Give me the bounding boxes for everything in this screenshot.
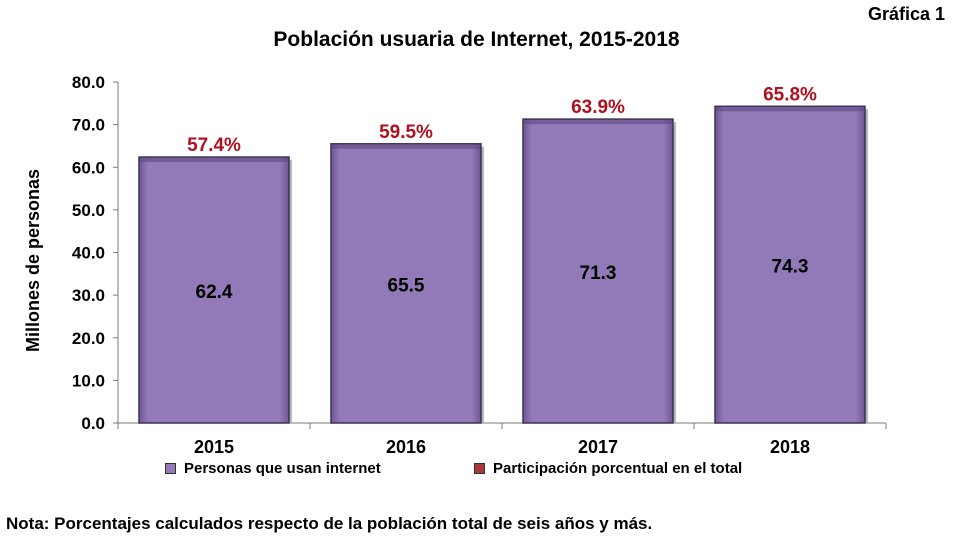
x-tick-label: 2017 [578,437,618,457]
bar-value-label: 74.3 [772,257,809,278]
bar-top-edge [524,120,672,125]
legend-swatch-persons [165,463,176,474]
percent-label: 65.8% [763,84,817,105]
chart-title: Población usuaria de Internet, 2015-2018 [273,28,680,51]
y-axis-title: Millones de personas [23,169,43,352]
y-tick-label: 60.0 [72,158,105,177]
y-tick-label: 10.0 [72,371,105,390]
y-tick-label: 40.0 [72,244,105,263]
y-tick-label: 30.0 [72,286,105,305]
y-tick-label: 0.0 [81,414,105,433]
y-tick-label: 70.0 [72,116,105,135]
data-labels: 62.4 57.4% 2015 65.5 59.5% 2016 71.3 63.9% 2017 7… [187,84,817,457]
bar-value-label: 65.5 [388,275,425,296]
legend-label-persons: Personas que usan internet [184,460,381,477]
legend-item-persons: Personas que usan internet [165,460,381,477]
bar-series [138,105,868,424]
bar-top-edge [332,144,480,149]
legend-item-percentage: Participación porcentual en el total [474,460,742,477]
percent-label: 63.9% [571,97,625,118]
x-tick-label: 2018 [770,437,810,457]
y-tick-label: 50.0 [72,201,105,220]
bar-top-edge [140,158,288,163]
bar-value-label: 62.4 [196,282,233,303]
legend-label-percentage: Participación porcentual en el total [493,460,743,477]
figure-label: Gráfica 1 [867,4,945,24]
bar-top-edge [716,107,864,112]
bar-2015 [138,156,290,424]
y-tick-label: 20.0 [72,329,105,348]
legend-swatch-percentage [474,463,485,474]
bar-2018 [714,105,866,424]
bar-value-label: 71.3 [580,263,617,284]
x-tick-label: 2015 [194,437,234,457]
x-tick-label: 2016 [386,437,426,457]
bar-2016 [330,143,482,424]
percent-label: 59.5% [379,122,433,143]
y-tick-label: 80.0 [72,73,105,92]
bar-2017 [522,118,674,424]
footnote: Nota: Porcentajes calculados respecto de… [6,514,653,533]
percent-label: 57.4% [187,135,241,156]
